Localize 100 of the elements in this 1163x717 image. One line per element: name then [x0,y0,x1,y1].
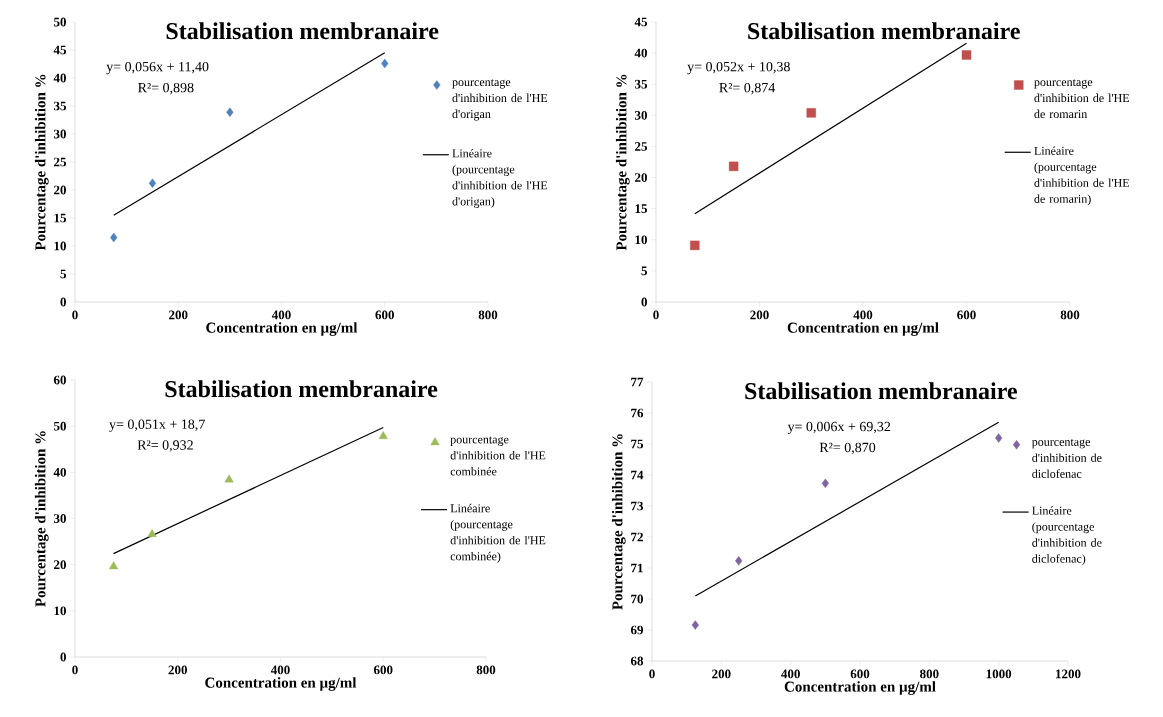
y-tick-label: 77 [631,377,644,387]
annotation: y= 0,056x + 11,40 [106,61,209,75]
y-tick-label: 50 [54,421,66,431]
y-tick-label: 71 [631,563,643,573]
y-axis-title: Pourcentage d'inhibition % [611,434,626,610]
x-tick-label: 0 [72,665,78,675]
x-tick-label: 200 [712,669,731,679]
point [109,561,119,570]
y-tick-label: 0 [60,297,66,307]
x-tick-label: 800 [478,310,498,320]
annotation: R²= 0,898 [138,82,194,95]
legend-label: pourcentage d'inhibition de l'HE combinée [450,436,546,476]
y-axis-title: Pourcentage d'inhibition % [34,431,49,607]
y-tick-label: 40 [53,467,66,477]
point [821,478,829,489]
y-tick-label: 20 [635,173,647,182]
point [690,240,700,251]
x-tick-label: 200 [168,665,187,675]
y-tick-label: 10 [635,235,647,245]
x-tick-label: 200 [750,310,769,320]
point [995,433,1003,443]
y-tick-label: 35 [53,101,67,111]
legend-label: Linéaire (pourcentage d'inhibition de l'HE combinée) [450,503,546,563]
annotation: R²= 0,932 [137,440,193,452]
x-tick-label: 1000 [986,669,1012,679]
y-tick-label: 0 [60,652,66,662]
y-tick-label: 25 [54,157,67,167]
x-tick-label: 600 [957,310,976,320]
legend-label: pourcentage d'inhibition de l'HE de romarin [1034,79,1130,119]
x-tick-label: 400 [270,665,290,675]
y-tick-label: 70 [631,594,643,604]
point [110,232,118,243]
y-tick-label: 10 [54,241,66,251]
y-tick-label: 68 [630,656,644,666]
legend-label: Linéaire (pourcentage d'inhibition de diclofenac) [1032,506,1102,566]
point [226,107,234,117]
y-tick-label: 74 [631,470,644,480]
annotation: y= 0,051x + 18,7 [109,419,205,432]
annotation: R²= 0,874 [719,82,776,95]
y-tick-label: 45 [53,45,67,55]
x-axis-title: Concentration en µg/ml [206,322,358,336]
x-tick-label: 400 [853,310,873,320]
legend-label: Linéaire (pourcentage d'inhibition de l'HE de romarin) [1034,146,1130,206]
annotation: R²= 0,870 [819,442,876,455]
y-tick-label: 30 [53,129,66,139]
x-tick-label: 400 [271,310,291,320]
x-tick-label: 1200 [1056,669,1081,679]
y-tick-label: 25 [635,142,648,151]
x-tick-label: 800 [920,669,939,679]
y-tick-label: 72 [631,532,643,542]
point [728,161,739,172]
annotation: y= 0,006x + 69,32 [787,421,891,435]
x-tick-label: 400 [781,669,800,679]
x-tick-label: 600 [375,310,394,320]
point [735,556,743,566]
x-tick-label: 800 [1060,310,1080,320]
legend-label: pourcentage d'inhibition de l'HE d'origan [452,79,548,121]
y-tick-label: 5 [60,269,67,279]
x-axis-title: Concentration en µg/ml [787,322,939,336]
y-tick-label: 40 [53,73,66,83]
legend-label: Linéaire (pourcentage d'inhibition de l'HE d'origan) [452,148,548,208]
chart-title: Stabilisation membranaire [745,382,1017,400]
y-axis-title: Pourcentage d'inhibition % [34,74,49,251]
y-tick-label: 20 [54,185,66,195]
y-tick-label: 69 [630,625,644,635]
y-tick-label: 30 [634,110,647,120]
y-axis-title: Pourcentage d'inhibition % [615,74,630,251]
y-tick-label: 5 [641,266,648,276]
y-tick-label: 20 [54,560,66,570]
y-tick-label: 50 [54,17,66,27]
y-tick-label: 0 [641,297,647,307]
point [147,529,157,537]
x-tick-label: 0 [649,669,655,679]
y-tick-label: 30 [53,514,66,523]
point [148,178,157,188]
y-tick-label: 60 [53,375,66,385]
x-tick-label: 0 [72,310,78,320]
y-tick-label: 76 [631,408,644,418]
chart-title: Stabilisation membranaire [165,380,438,398]
point [224,474,234,483]
y-tick-label: 75 [631,439,644,449]
y-tick-label: 35 [634,79,648,89]
x-tick-label: 800 [476,665,496,675]
y-tick-label: 10 [54,606,66,616]
annotation: y= 0,052x + 10,38 [687,61,790,75]
y-tick-label: 40 [634,48,647,58]
x-axis-title: Concentration en µg/ml [205,677,357,691]
chart-title: Stabilisation membranaire [166,22,439,40]
y-tick-label: 73 [631,501,644,511]
y-tick-label: 15 [635,204,648,214]
point [806,108,816,118]
y-tick-label: 15 [54,213,67,223]
chart-title: Stabilisation membranaire [748,22,1020,40]
legend-label: pourcentage d'inhibition de diclofenac [1031,439,1102,478]
x-tick-label: 0 [653,310,659,320]
x-tick-label: 600 [373,665,393,675]
y-tick-label: 45 [634,17,648,27]
point [378,431,388,440]
point [381,58,389,69]
point [961,50,972,60]
